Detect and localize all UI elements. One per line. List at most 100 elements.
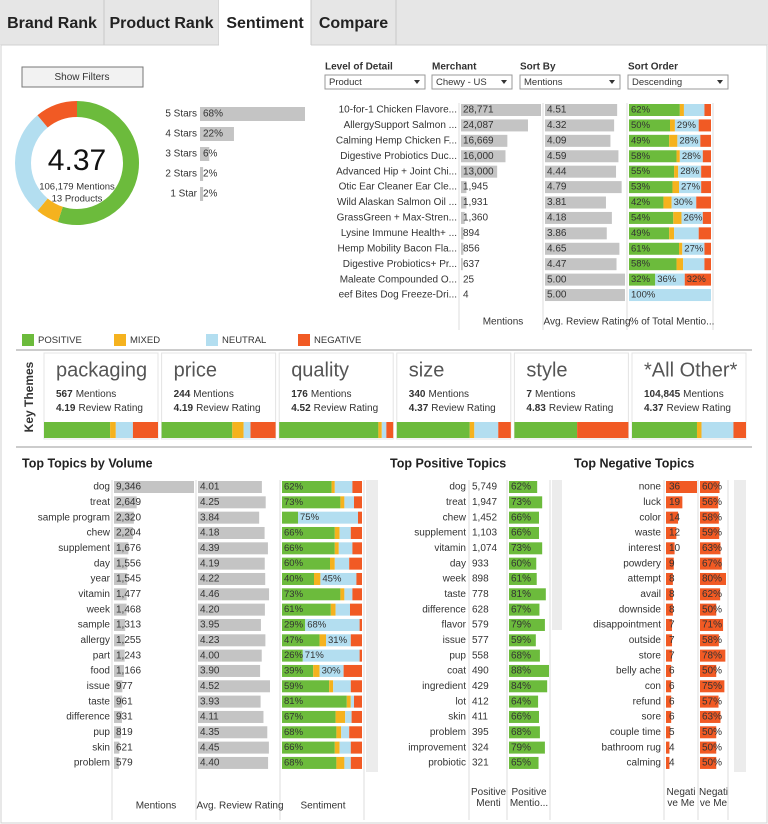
topic-name: week (86, 604, 111, 615)
dropdown[interactable] (519, 74, 621, 90)
mentions-value: 9,346 (116, 482, 141, 493)
dropdown[interactable] (627, 74, 729, 90)
mentions-value: 176 (291, 389, 308, 400)
sentiment-segment (358, 511, 362, 524)
rating-value: 4.11 (200, 712, 219, 723)
button-label[interactable]: Show Filters (54, 72, 109, 83)
tab[interactable]: Compare (319, 15, 388, 32)
sentiment-label: 27% (681, 182, 701, 193)
positive-share-bar (509, 572, 537, 585)
sentiment-label: 53% (631, 182, 651, 193)
sentiment-segment (704, 242, 711, 255)
sentiment-segment (679, 242, 683, 255)
dropdown-arrow[interactable] (414, 80, 420, 84)
mentions-bar (461, 196, 467, 209)
sentiment-label: 59% (284, 681, 304, 692)
rating-bar (545, 196, 606, 209)
theme-sentiment-segment (514, 422, 578, 438)
positive-share-bar (509, 542, 543, 555)
sentiment-segment (350, 526, 362, 539)
sentiment-label: 29% (284, 619, 304, 630)
topic-name: outside (629, 635, 662, 646)
dropdown[interactable] (324, 74, 426, 90)
mentions-bar (114, 496, 137, 509)
sentiment-segment (338, 542, 353, 555)
tab[interactable]: Product Rank (109, 15, 213, 32)
share-value: 88% (511, 666, 531, 677)
topic-name: food (91, 666, 110, 677)
dropdown-arrow[interactable] (717, 80, 723, 84)
legend-swatch (114, 334, 126, 346)
scrollbar[interactable] (734, 480, 746, 772)
sentiment-label: 42% (631, 197, 651, 208)
share-value: 67% (702, 558, 722, 569)
products-total: 13 Products (52, 194, 103, 205)
rating-bar (198, 511, 260, 524)
star-bar (200, 167, 204, 181)
dropdown-value[interactable]: Chewy - US (436, 77, 487, 88)
topic-name: sore (642, 712, 662, 723)
tab[interactable]: Sentiment (226, 15, 304, 32)
sentiment-segment (670, 119, 675, 132)
mentions-value: 6 (669, 681, 675, 692)
mentions-value: 933 (472, 558, 489, 569)
positive-share-bar (509, 710, 539, 723)
mentions-value: 637 (463, 259, 480, 270)
rating-value: 4.18 (200, 528, 220, 539)
mentions-value: 321 (472, 758, 489, 769)
theme-sentiment-segment (396, 422, 470, 438)
dropdown[interactable] (431, 74, 513, 90)
sentiment-label: 68% (284, 727, 304, 738)
donut-segment (37, 198, 64, 222)
theme-sentiment-segment (115, 422, 133, 438)
share-value: 50% (702, 742, 722, 753)
sentiment-segment (672, 181, 680, 194)
mentions-value: 12 (669, 528, 681, 539)
sentiment-segment (349, 726, 362, 739)
mentions-bar (461, 165, 498, 178)
dropdown-value[interactable]: Mentions (524, 77, 563, 88)
share-value: 57% (702, 696, 722, 707)
column-header: Negative Men... (666, 787, 696, 811)
sentiment-segment (319, 664, 344, 677)
share-value: 81% (511, 589, 531, 600)
dropdown-value[interactable]: Descending (632, 77, 682, 88)
negative-share-bar (700, 695, 719, 708)
sentiment-segment (334, 481, 353, 493)
theme-rating: 4.37 Review Rating (409, 403, 496, 414)
negative-share-bar (700, 496, 719, 509)
product-name: Digestive Probiotics+ Pr... (343, 259, 457, 270)
mentions-value: 9 (669, 558, 675, 569)
dropdown-value[interactable]: Product (329, 77, 362, 88)
sentiment-segment (629, 165, 675, 178)
negative-share-bar (700, 588, 721, 601)
tab[interactable]: Brand Rank (7, 15, 97, 32)
dropdown-arrow[interactable] (609, 80, 615, 84)
sentiment-segment (282, 680, 330, 693)
positive-share-bar (509, 649, 540, 662)
sentiment-segment (698, 119, 711, 132)
sentiment-label: 40% (284, 573, 304, 584)
rating-value: 4.46 (200, 589, 220, 600)
sentiment-segment (334, 542, 339, 555)
rating-bar (198, 634, 266, 647)
show-filters-button[interactable] (21, 66, 144, 88)
mentions-value: 628 (472, 604, 489, 615)
sentiment-segment (343, 664, 362, 677)
star-label: 2 Stars (165, 169, 197, 180)
scrollbar[interactable] (552, 480, 562, 630)
sentiment-segment (351, 710, 362, 723)
sentiment-segment (629, 104, 680, 116)
theme-sentiment-segment (474, 422, 499, 438)
sentiment-segment (331, 481, 335, 493)
rating-value: 3.95 (200, 620, 220, 631)
sentiment-segment (352, 481, 362, 493)
dropdown-arrow[interactable] (501, 80, 507, 84)
mentions-bar (114, 588, 127, 601)
scrollbar[interactable] (366, 480, 378, 772)
rating-unit: Review Rating (666, 403, 730, 414)
rating-value: 4.22 (200, 574, 220, 585)
theme-sentiment-segment (733, 422, 746, 438)
topic-name: issue (87, 681, 111, 692)
sentiment-segment (282, 618, 306, 631)
